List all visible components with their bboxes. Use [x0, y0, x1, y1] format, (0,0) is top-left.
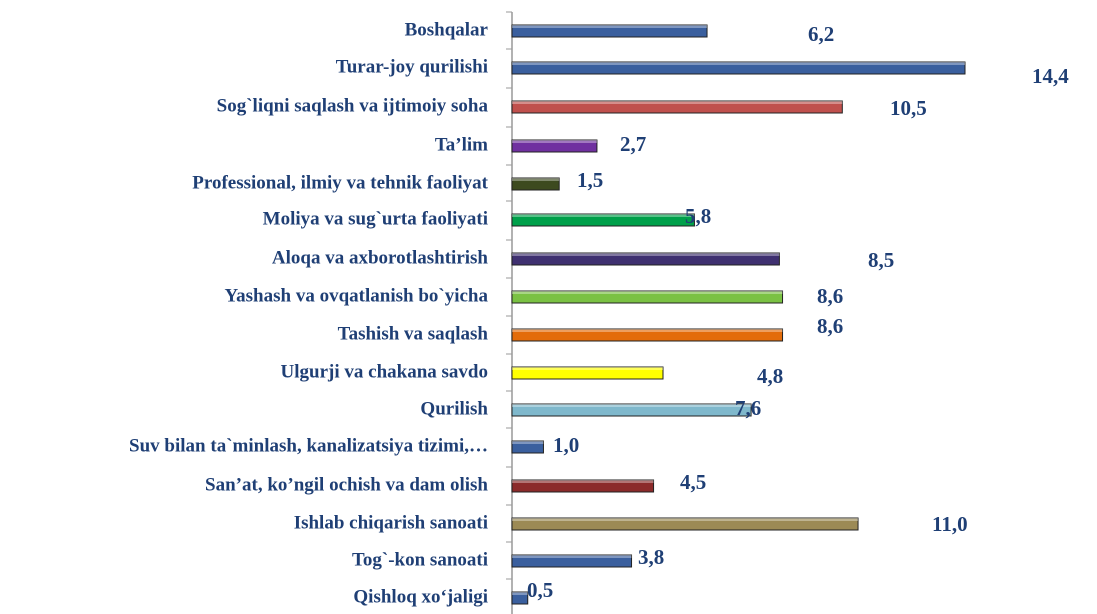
- bar: [511, 328, 784, 342]
- value-label: 11,0: [932, 512, 968, 536]
- category-label: Qishloq xo‘jaligi: [353, 586, 488, 607]
- bar: [511, 177, 560, 191]
- category-label: Suv bilan ta`minlash, kanalizatsiya tizi…: [129, 435, 488, 456]
- bar-highlight: [512, 441, 544, 444]
- bar: [511, 252, 780, 266]
- value-label: 8,6: [817, 314, 843, 338]
- category-label: Yashash va ovqatlanish bo`yicha: [225, 285, 489, 306]
- bar-highlight: [512, 140, 597, 143]
- bar: [511, 591, 529, 605]
- category-label: Ta’lim: [435, 134, 488, 155]
- bar: [511, 290, 784, 304]
- bar-highlight: [512, 592, 528, 595]
- value-label: 4,5: [680, 470, 706, 494]
- value-label: 14,4: [1032, 64, 1069, 88]
- value-label: 6,2: [808, 22, 834, 46]
- bar: [511, 479, 655, 493]
- value-label: 2,7: [620, 132, 646, 156]
- category-label: Ishlab chiqarish sanoati: [294, 512, 488, 533]
- bar-highlight: [512, 25, 708, 28]
- bar: [511, 554, 633, 568]
- category-label: Turar-joy qurilishi: [336, 56, 488, 77]
- bar: [511, 24, 708, 38]
- category-label: Qurilish: [420, 398, 488, 419]
- value-label: 4,8: [757, 364, 783, 388]
- value-label: 10,5: [890, 96, 927, 120]
- bar-highlight: [512, 367, 663, 370]
- value-label: 1,5: [577, 168, 603, 192]
- bar: [511, 139, 598, 153]
- category-label: Boshqalar: [405, 19, 489, 40]
- category-label: Tog`-kon sanoati: [352, 549, 488, 570]
- bar-highlight: [512, 404, 752, 407]
- bar-highlight: [512, 253, 780, 256]
- bar-highlight: [512, 291, 783, 294]
- value-label: 8,6: [817, 284, 843, 308]
- category-label: Aloqa va axborotlashtirish: [272, 247, 489, 268]
- value-label: 5,8: [685, 204, 711, 228]
- category-label: San’at, ko’ngil ochish va dam olish: [205, 474, 488, 495]
- category-label: Ulgurji va chakana savdo: [281, 361, 488, 382]
- value-label: 7,6: [735, 396, 761, 420]
- value-label: 8,5: [868, 248, 894, 272]
- bar: [511, 403, 752, 417]
- bar: [511, 366, 664, 380]
- bar-highlight: [512, 178, 560, 181]
- bar-highlight: [512, 101, 843, 104]
- bar-highlight: [512, 555, 632, 558]
- bar: [511, 61, 966, 75]
- bar-highlight: [512, 214, 695, 217]
- bar-highlight: [512, 329, 783, 332]
- bar-highlight: [512, 518, 859, 521]
- category-label: Moliya va sug`urta faoliyati: [263, 208, 488, 229]
- category-label: Professional, ilmiy va tehnik faoliyat: [192, 172, 488, 193]
- category-label: Sog`liqni saqlash va ijtimoiy soha: [217, 95, 489, 116]
- bar-highlight: [512, 480, 654, 483]
- bar-highlight: [512, 62, 965, 65]
- bar: [511, 100, 843, 114]
- value-label: 3,8: [638, 545, 664, 569]
- bar: [511, 517, 859, 531]
- bar: [511, 213, 695, 227]
- value-label: 0,5: [527, 578, 553, 602]
- bar: [511, 440, 544, 454]
- value-label: 1,0: [553, 433, 579, 457]
- category-label: Tashish va saqlash: [338, 323, 489, 344]
